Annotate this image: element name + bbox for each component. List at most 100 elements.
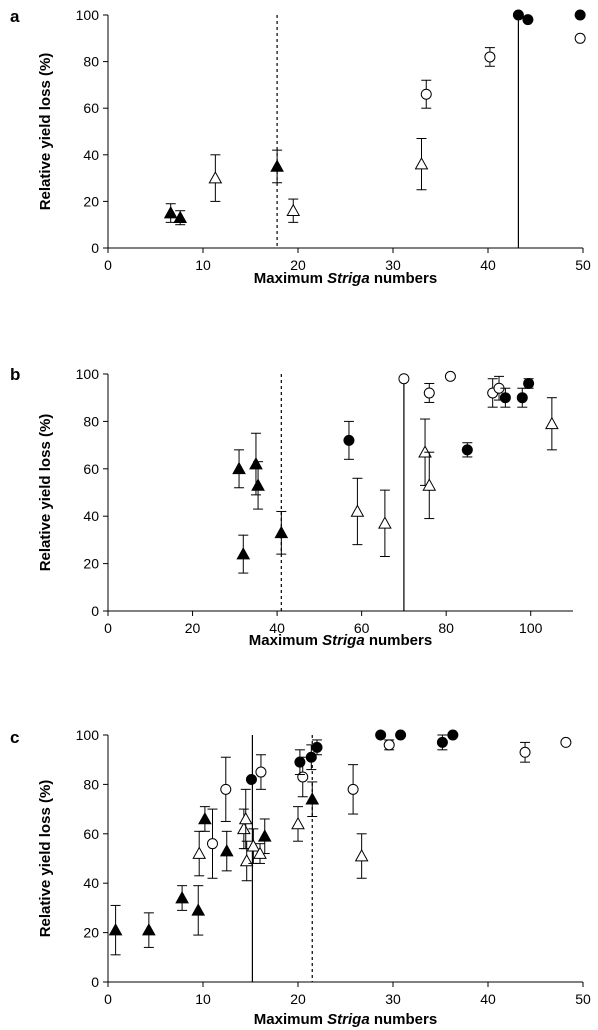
y-tick-label: 20 — [83, 556, 99, 572]
y-axis-title: Relative yield loss (%) — [37, 53, 54, 211]
open-circle-point — [207, 838, 218, 850]
panel-c: c 0 20 40 60 80 100 0 10 20 30 40 50 Maximum Striga n… — [10, 727, 591, 1028]
y-tick-label: 60 — [83, 826, 99, 842]
y-tick-label: 80 — [83, 413, 99, 429]
open-triangle-point — [253, 846, 267, 859]
y-tick-label: 40 — [83, 875, 99, 891]
filled-circle-point — [461, 444, 473, 456]
x-tick-label: 50 — [575, 257, 591, 273]
x-tick-label: 50 — [575, 991, 591, 1007]
open-triangle-point — [246, 839, 261, 852]
y-tick-label: 60 — [83, 100, 99, 116]
filled-triangle-point — [163, 206, 178, 219]
filled-triangle-point — [219, 844, 234, 857]
filled-circle-point — [516, 392, 528, 404]
y-tick-label: 80 — [83, 54, 99, 70]
filled-circle-point — [512, 9, 524, 21]
open-triangle-point — [414, 157, 429, 170]
filled-circle-point — [395, 729, 407, 741]
open-circle-point — [297, 771, 309, 783]
x-tick-label: 0 — [104, 257, 112, 273]
open-triangle-point — [286, 203, 301, 217]
x-axis-title: Maximum Striga numbers — [249, 632, 432, 649]
open-circle-point — [519, 746, 531, 758]
x-tick-label: 20 — [290, 991, 306, 1007]
x-tick-label: 0 — [104, 991, 112, 1007]
x-tick-label: 40 — [480, 991, 496, 1007]
panel-letter: b — [10, 365, 20, 384]
y-tick-label: 20 — [83, 193, 99, 209]
open-circle-point — [574, 32, 586, 44]
open-circle-point — [484, 51, 496, 63]
y-tick-label: 40 — [83, 508, 99, 524]
y-tick-label: 40 — [83, 147, 99, 163]
x-axis-title: Maximum Striga numbers — [254, 1011, 437, 1028]
x-tick-label: 60 — [354, 620, 370, 636]
x-tick-label: 10 — [195, 991, 211, 1007]
open-triangle-point — [238, 811, 253, 825]
filled-circle-point — [343, 434, 355, 446]
filled-circle-point — [447, 729, 459, 741]
filled-circle-point — [245, 773, 257, 785]
open-triangle-point — [237, 821, 251, 835]
filled-triangle-point — [251, 478, 265, 491]
open-triangle-point — [354, 849, 369, 862]
filled-triangle-point — [249, 457, 263, 470]
open-circle-point — [220, 783, 232, 795]
y-axis-title: Relative yield loss (%) — [37, 780, 54, 938]
filled-circle-point — [311, 741, 323, 753]
open-circle-point — [444, 370, 456, 382]
open-circle-point — [423, 387, 435, 399]
filled-triangle-point — [108, 923, 123, 936]
y-tick-label: 0 — [91, 974, 99, 990]
filled-triangle-point — [191, 903, 206, 916]
x-tick-label: 20 — [290, 257, 306, 273]
open-circle-point — [383, 739, 395, 751]
open-circle-point — [347, 783, 359, 795]
y-tick-label: 100 — [76, 7, 100, 23]
y-tick-label: 0 — [91, 240, 99, 256]
filled-triangle-point — [257, 829, 272, 842]
panel-a: a 0 20 40 60 80 100 0 10 20 30 40 50 Maximum Striga n… — [10, 7, 591, 287]
panel-b: b 0 20 40 60 80 100 0 20 40 60 80 100 Maximum Striga … — [10, 365, 573, 649]
filled-circle-point — [436, 736, 448, 748]
filled-triangle-point — [232, 461, 246, 475]
y-tick-label: 80 — [83, 776, 99, 792]
filled-circle-point — [523, 377, 535, 389]
open-triangle-point — [378, 516, 392, 529]
y-tick-label: 100 — [76, 366, 100, 382]
open-triangle-point — [192, 846, 207, 859]
x-tick-label: 30 — [385, 257, 401, 273]
open-triangle-point — [291, 816, 305, 830]
open-circle-point — [398, 373, 410, 385]
filled-circle-point — [375, 729, 387, 741]
open-circle-point — [560, 736, 572, 748]
x-tick-label: 0 — [104, 620, 112, 636]
filled-circle-point — [294, 756, 306, 768]
filled-triangle-point — [305, 792, 320, 805]
x-axis-title: Maximum Striga numbers — [254, 270, 437, 287]
x-tick-label: 40 — [480, 257, 496, 273]
open-circle-point — [255, 766, 267, 778]
x-tick-label: 100 — [519, 620, 543, 636]
filled-triangle-point — [274, 525, 289, 539]
filled-circle-point — [499, 392, 511, 404]
x-tick-label: 40 — [269, 620, 285, 636]
filled-triangle-point — [270, 159, 284, 172]
open-triangle-point — [545, 416, 559, 430]
panel-letter: a — [10, 7, 20, 26]
open-triangle-point — [350, 504, 365, 517]
x-tick-label: 30 — [385, 991, 401, 1007]
x-tick-label: 20 — [185, 620, 201, 636]
filled-triangle-point — [173, 210, 188, 224]
y-tick-label: 0 — [91, 603, 99, 619]
filled-triangle-point — [236, 547, 251, 560]
open-triangle-point — [418, 445, 432, 458]
open-triangle-point — [422, 478, 437, 491]
x-tick-label: 10 — [195, 257, 211, 273]
y-tick-label: 100 — [76, 727, 100, 743]
open-triangle-point — [208, 171, 223, 184]
x-tick-label: 80 — [438, 620, 454, 636]
filled-circle-point — [522, 14, 534, 26]
